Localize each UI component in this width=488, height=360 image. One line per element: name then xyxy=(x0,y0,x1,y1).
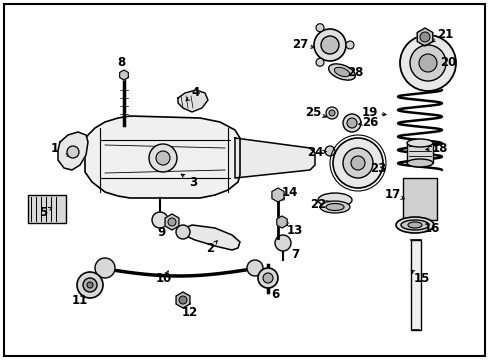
Text: 19: 19 xyxy=(361,107,377,120)
Bar xyxy=(410,240,420,330)
Text: 11: 11 xyxy=(72,293,88,306)
Circle shape xyxy=(315,58,324,66)
Circle shape xyxy=(409,45,445,81)
Circle shape xyxy=(325,146,334,156)
Circle shape xyxy=(176,225,190,239)
Text: 25: 25 xyxy=(304,107,321,120)
Polygon shape xyxy=(276,216,286,228)
Ellipse shape xyxy=(319,201,349,213)
Text: 5: 5 xyxy=(39,207,47,220)
Circle shape xyxy=(83,278,97,292)
Polygon shape xyxy=(178,90,207,112)
Text: 6: 6 xyxy=(270,288,279,302)
Text: 18: 18 xyxy=(431,141,447,154)
Ellipse shape xyxy=(395,217,433,233)
Text: 12: 12 xyxy=(182,306,198,320)
Polygon shape xyxy=(120,70,128,80)
Circle shape xyxy=(332,138,382,188)
Ellipse shape xyxy=(334,67,349,77)
Circle shape xyxy=(328,110,334,116)
Text: 7: 7 xyxy=(290,248,299,261)
Text: 9: 9 xyxy=(158,225,166,238)
Polygon shape xyxy=(58,132,88,170)
Circle shape xyxy=(258,268,278,288)
Bar xyxy=(406,143,432,163)
Circle shape xyxy=(342,114,360,132)
Circle shape xyxy=(152,212,168,228)
Ellipse shape xyxy=(328,64,355,80)
Polygon shape xyxy=(271,188,284,202)
Circle shape xyxy=(87,282,93,288)
Polygon shape xyxy=(165,214,179,230)
Ellipse shape xyxy=(406,139,432,147)
Text: 23: 23 xyxy=(369,162,386,175)
Polygon shape xyxy=(235,138,314,178)
Polygon shape xyxy=(416,28,432,46)
Text: 14: 14 xyxy=(281,186,298,199)
Text: 8: 8 xyxy=(117,55,125,68)
Polygon shape xyxy=(176,292,189,308)
Text: 27: 27 xyxy=(291,39,307,51)
Text: 20: 20 xyxy=(439,57,455,69)
Circle shape xyxy=(168,218,176,226)
Text: 4: 4 xyxy=(191,86,200,99)
Circle shape xyxy=(149,144,177,172)
Circle shape xyxy=(320,36,338,54)
Polygon shape xyxy=(85,116,240,198)
Bar xyxy=(402,178,436,220)
Ellipse shape xyxy=(317,193,351,207)
Circle shape xyxy=(346,41,353,49)
Ellipse shape xyxy=(400,220,428,230)
Text: 28: 28 xyxy=(346,66,363,78)
Circle shape xyxy=(95,258,115,278)
Polygon shape xyxy=(184,225,240,250)
Circle shape xyxy=(325,107,337,119)
Circle shape xyxy=(263,273,272,283)
Text: 10: 10 xyxy=(156,271,172,284)
Circle shape xyxy=(179,296,186,304)
Circle shape xyxy=(346,118,356,128)
Text: 26: 26 xyxy=(361,116,377,129)
Text: 24: 24 xyxy=(306,147,323,159)
Circle shape xyxy=(399,35,455,91)
Text: 2: 2 xyxy=(205,242,214,255)
Circle shape xyxy=(342,148,372,178)
Circle shape xyxy=(246,260,263,276)
Text: 13: 13 xyxy=(286,224,303,237)
Circle shape xyxy=(77,272,103,298)
Circle shape xyxy=(419,32,429,42)
Ellipse shape xyxy=(325,203,343,211)
Text: 16: 16 xyxy=(423,221,439,234)
Ellipse shape xyxy=(406,159,432,167)
Circle shape xyxy=(274,235,290,251)
Text: 17: 17 xyxy=(384,189,400,202)
Text: 3: 3 xyxy=(188,175,197,189)
Circle shape xyxy=(313,29,346,61)
Ellipse shape xyxy=(407,222,421,228)
Circle shape xyxy=(350,156,364,170)
Text: 1: 1 xyxy=(51,141,59,154)
Text: 15: 15 xyxy=(413,271,429,284)
Bar xyxy=(28,195,66,223)
Circle shape xyxy=(418,54,436,72)
Circle shape xyxy=(156,151,170,165)
Circle shape xyxy=(67,146,79,158)
Text: 21: 21 xyxy=(436,28,452,41)
Text: 22: 22 xyxy=(309,198,325,211)
Circle shape xyxy=(315,24,324,32)
